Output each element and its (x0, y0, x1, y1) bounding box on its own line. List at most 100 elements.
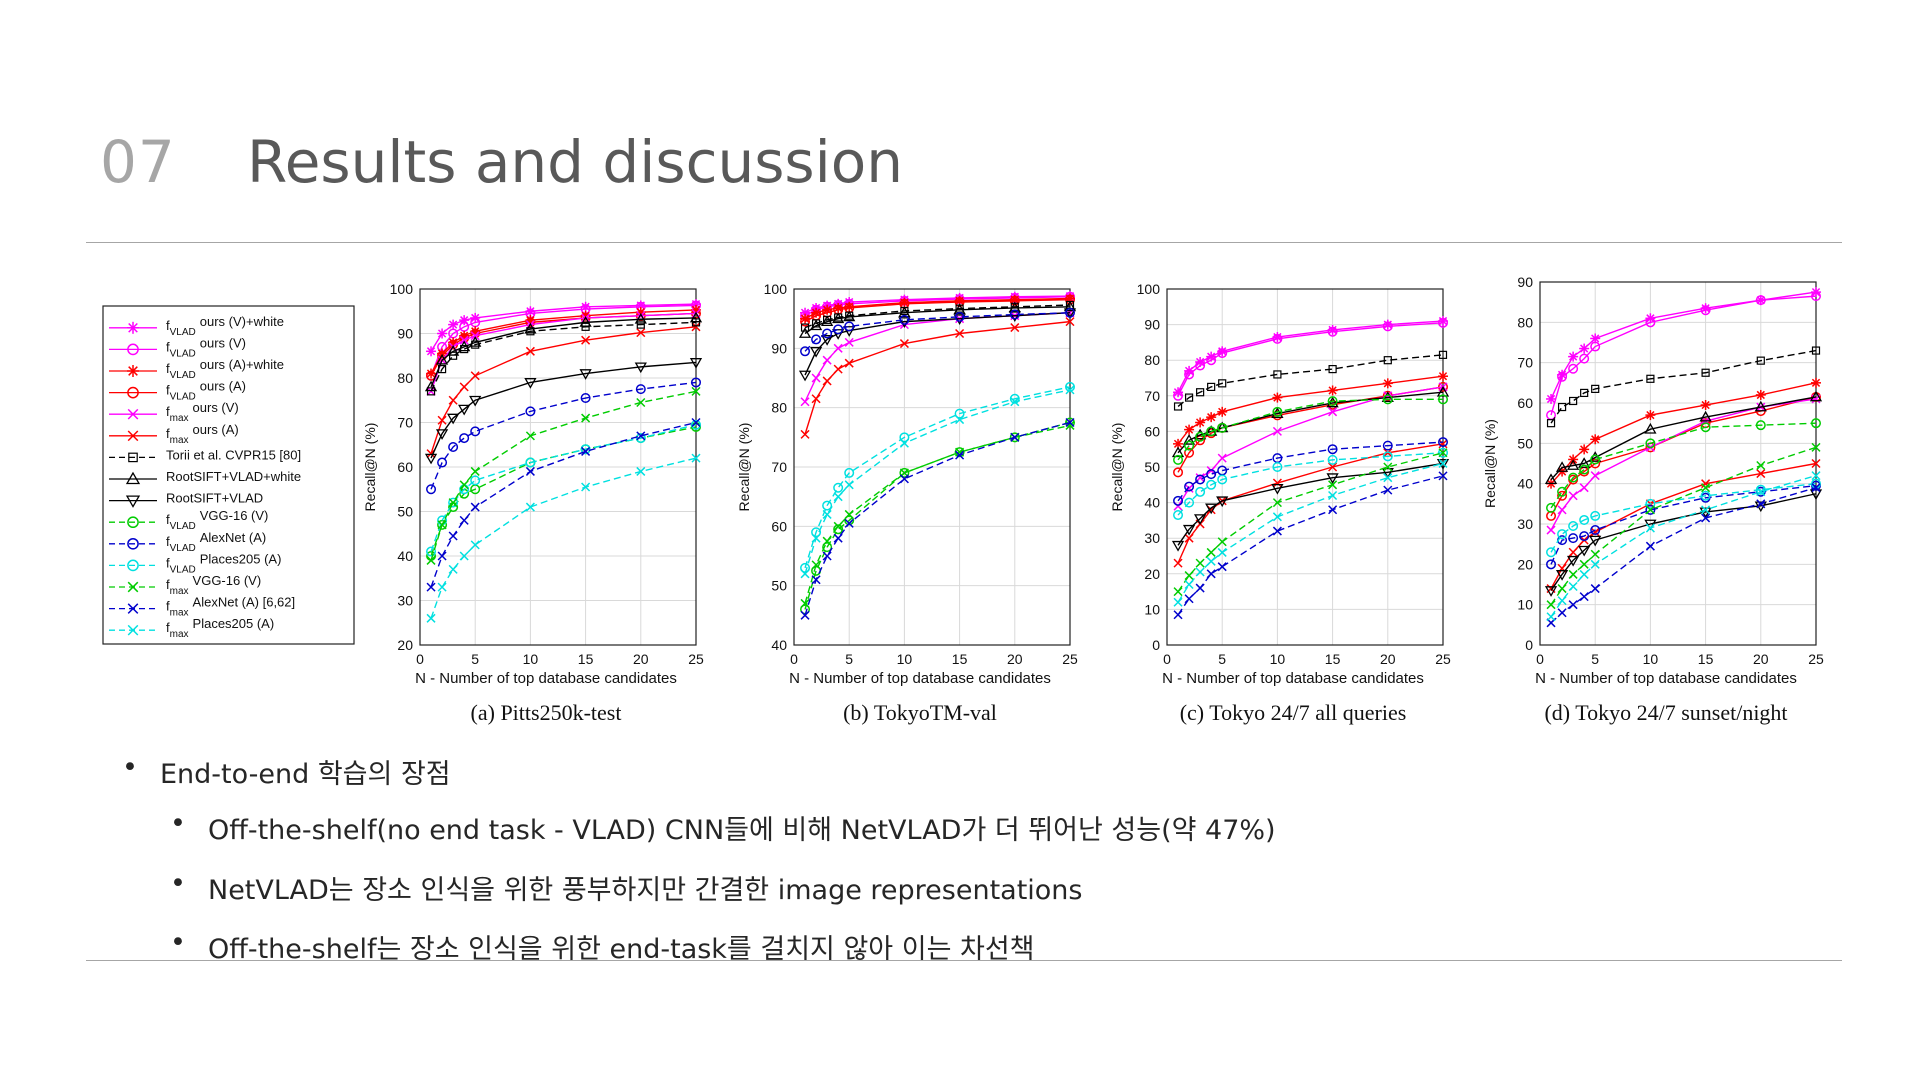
legend-entry: fmaxPlaces205 (A) (109, 616, 274, 640)
data-point (1184, 497, 1195, 508)
data-point (1173, 558, 1183, 568)
legend-entry: fmaxours (A) (109, 422, 239, 446)
data-point (1557, 371, 1568, 382)
data-point (426, 555, 436, 565)
data-point (843, 326, 856, 337)
data-point (1065, 417, 1075, 428)
x-tick-label: 10 (523, 651, 539, 667)
y-tick-label: 10 (1144, 601, 1160, 617)
data-point (470, 426, 481, 437)
data-point (426, 582, 436, 592)
data-point (800, 397, 810, 407)
y-tick-label: 80 (397, 370, 413, 386)
data-point (1701, 483, 1711, 493)
data-point (1382, 321, 1393, 332)
legend-marker (127, 537, 139, 550)
data-point (1065, 307, 1075, 318)
series (800, 417, 1075, 620)
series (1546, 471, 1821, 622)
data-point (800, 346, 811, 357)
x-tick-label: 20 (1753, 651, 1769, 667)
x-tick-label: 10 (897, 651, 913, 667)
data-point (1645, 438, 1656, 449)
data-point (448, 531, 458, 541)
data-point (1809, 390, 1823, 402)
data-point (579, 316, 592, 327)
data-point (1645, 505, 1655, 515)
data-point (470, 331, 480, 341)
data-point (1010, 432, 1020, 442)
x-tick-label: 25 (688, 651, 704, 667)
data-point (459, 433, 470, 444)
legend-label: fVLADVGG-16 (V) (166, 508, 268, 532)
data-point (580, 393, 591, 404)
data-point (1272, 333, 1283, 344)
data-point (458, 404, 471, 416)
data-point (1546, 502, 1557, 513)
data-point (822, 376, 832, 386)
legend-marker (127, 343, 139, 356)
data-point (525, 406, 536, 417)
data-point (1328, 490, 1338, 501)
data-point (448, 564, 458, 574)
bullet-text: Off-the-shelf는 장소 인식을 위한 end-task를 걸치지 않… (208, 934, 1035, 965)
bullet-marker: • (170, 808, 186, 839)
x-tick-label: 25 (1062, 651, 1078, 667)
data-point (1206, 469, 1217, 480)
data-point (1568, 363, 1579, 374)
series-line (1177, 354, 1444, 408)
series (800, 417, 1075, 615)
data-point (1579, 592, 1589, 602)
data-point (800, 569, 810, 579)
series-line (804, 312, 1071, 352)
data-point (820, 335, 834, 346)
data-point (1217, 422, 1228, 433)
data-point (833, 364, 843, 374)
x-tick-label: 15 (952, 651, 968, 667)
y-tick-label: 70 (1517, 355, 1533, 371)
data-point (1195, 431, 1206, 442)
data-point (1065, 417, 1075, 428)
series (1173, 448, 1448, 597)
data-point (1216, 496, 1229, 508)
data-point (899, 474, 909, 484)
bullet-item: • Off-the-shelf(no end task - VLAD) CNN들… (170, 808, 1276, 847)
data-point (459, 515, 469, 525)
data-point (1645, 317, 1656, 328)
data-point (636, 328, 646, 338)
data-point (822, 328, 833, 339)
data-point (1271, 483, 1284, 495)
legend-label: fmaxours (A) (166, 422, 239, 446)
data-point (579, 369, 592, 380)
series-line (430, 361, 697, 459)
legend-label: fmaxVGG-16 (V) (166, 573, 261, 597)
legend-entry: RootSIFT+VLAD (109, 491, 263, 508)
series (1546, 442, 1821, 610)
data-point (1436, 459, 1450, 470)
legend-label: RootSIFT+VLAD (166, 491, 263, 506)
data-point (459, 382, 469, 392)
y-tick-label: 100 (390, 281, 414, 297)
data-point (1645, 523, 1655, 533)
y-tick-label: 70 (1144, 388, 1160, 404)
data-point (844, 515, 855, 526)
data-point (1568, 600, 1578, 610)
data-point (1438, 471, 1448, 481)
data-point (525, 502, 535, 512)
data-point (1568, 351, 1579, 362)
bullet-item: • NetVLAD는 장소 인식을 위한 풍부하지만 간결한 image rep… (170, 868, 1083, 907)
x-axis-label: N - Number of top database candidates (1162, 670, 1424, 687)
data-point (1382, 394, 1393, 405)
series (426, 322, 701, 459)
data-point (691, 377, 701, 388)
series-line (804, 421, 1071, 610)
y-tick-label: 60 (397, 459, 413, 475)
legend-marker (127, 430, 139, 442)
y-tick-label: 80 (1517, 314, 1533, 330)
series (800, 420, 1075, 608)
data-point (459, 335, 469, 345)
data-point (1566, 555, 1580, 567)
data-point (1010, 323, 1020, 333)
data-point (1272, 462, 1283, 472)
